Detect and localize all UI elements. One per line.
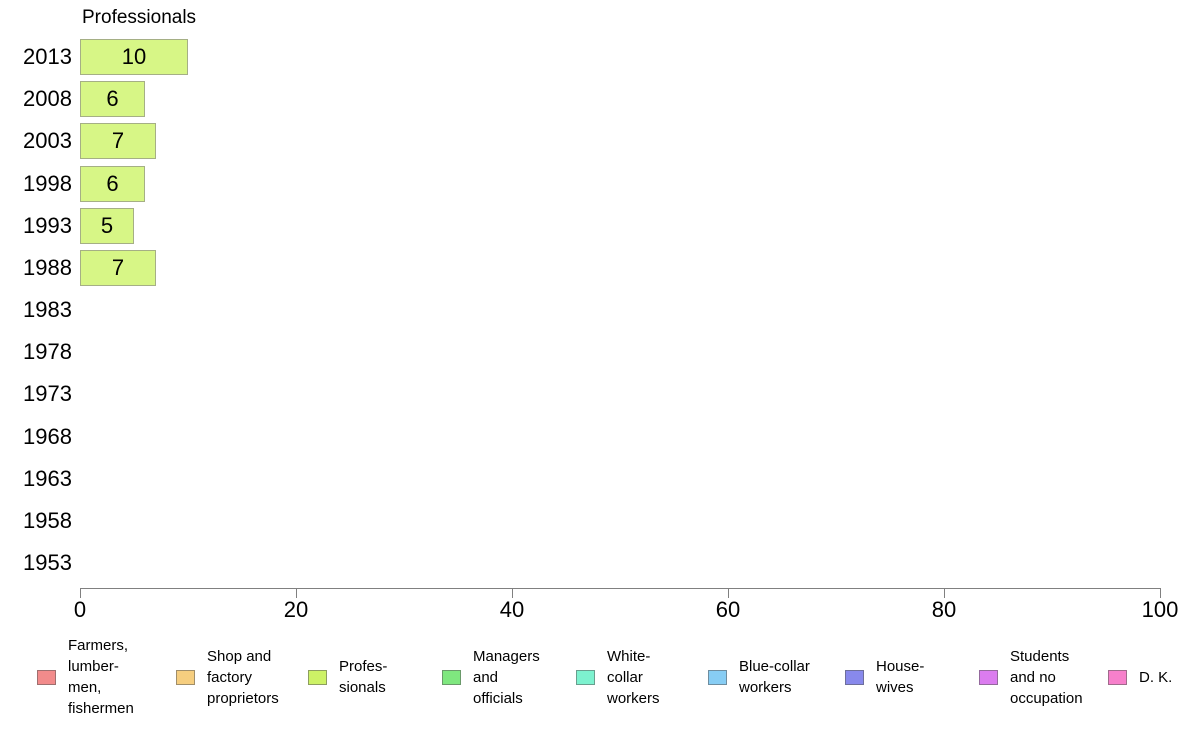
legend-swatch-farmers-lumbermen-fishermen [37,669,56,685]
bar-value-label: 6 [106,86,119,112]
x-axis-tick-label: 20 [283,597,309,622]
x-axis-tick [296,588,297,598]
bar-value-label: 7 [111,128,125,154]
legend-item-white-collar-workers[interactable]: White-collar workers [576,635,660,719]
bar-professionals-1998: 6 [80,165,145,202]
bar-value-label: 10 [121,44,147,69]
y-axis-label: 2008 [23,86,72,112]
bar-value-label: 6 [106,170,119,196]
x-axis-tick-label: 60 [715,597,741,622]
legend-label: Students and no occupation [1010,647,1083,707]
legend-item-students-and-no-occupation[interactable]: Students and no occupation [979,635,1083,719]
legend-item-blue-collar-workers[interactable]: Blue-collar workers [708,635,810,719]
x-axis-line [80,588,1160,589]
y-axis-label: 1978 [23,339,72,365]
x-axis-tick-label: 100 [1141,597,1179,622]
y-axis-label: 1998 [23,170,72,196]
legend-label: White-collar workers [607,647,660,707]
y-axis-label: 1983 [23,297,72,323]
legend-item-housewives[interactable]: House-wives [845,635,924,719]
legend-item-d-k[interactable]: D. K. [1108,635,1172,719]
legend-item-farmers-lumbermen-fishermen[interactable]: Farmers, lumber-men, fishermen [37,635,134,719]
x-axis-tick-label: 40 [499,597,525,622]
legend-label: D. K. [1139,668,1173,686]
legend-swatch-students-and-no-occupation [979,669,998,685]
legend-swatch-housewives [845,669,864,685]
y-axis-label: 2003 [23,128,72,154]
legend-swatch-d-k [1108,669,1127,685]
y-axis-label: 1953 [23,550,72,576]
y-axis-label: 1963 [23,465,72,491]
y-axis-label: 1968 [23,423,72,449]
x-axis-tick [944,588,945,598]
x-axis-tick [512,588,513,598]
legend: Farmers, lumber-men, fishermen Shop and fact… [0,635,1188,723]
legend-swatch-professionals [308,669,327,685]
bar-value-label: 5 [100,212,114,238]
legend-swatch-blue-collar-workers [708,669,727,685]
bar-professionals-1988: 7 [80,249,156,286]
x-axis-tick [728,588,729,598]
y-axis-label: 2013 [23,44,72,69]
legend-label: Blue-collar workers [739,658,810,696]
x-axis-tick-label: 80 [931,597,957,622]
y-axis-label: 1988 [23,254,72,280]
bar-professionals-1993: 5 [80,207,134,244]
bar-value-label: 7 [111,254,125,280]
chart-title: Professionals [82,7,197,28]
y-axis-label: 1993 [23,212,72,238]
bar-professionals-2003: 7 [80,123,156,160]
y-axis-label: 1973 [23,381,72,407]
legend-label: Shop and factory proprietors [207,647,279,707]
x-axis-tick-label: 0 [73,597,87,622]
legend-label: House-wives [876,658,925,696]
legend-swatch-shop-and-factory-proprietors [176,669,195,685]
legend-item-managers-and-officials[interactable]: Managers and officials [442,635,540,719]
legend-label: Profes-sionals [339,658,388,696]
bar-professionals-2013: 10 [80,39,188,75]
legend-item-shop-and-factory-proprietors[interactable]: Shop and factory proprietors [176,635,279,719]
legend-label: Managers and officials [473,647,540,707]
legend-label: Farmers, lumber-men, fishermen [68,637,134,717]
legend-swatch-white-collar-workers [576,669,595,685]
legend-item-professionals[interactable]: Profes-sionals [308,635,387,719]
y-axis-label: 1958 [23,507,72,533]
legend-swatch-managers-and-officials [442,669,461,685]
x-axis-tick [1160,588,1161,598]
bar-professionals-2008: 6 [80,81,145,118]
x-axis-tick [80,588,81,598]
